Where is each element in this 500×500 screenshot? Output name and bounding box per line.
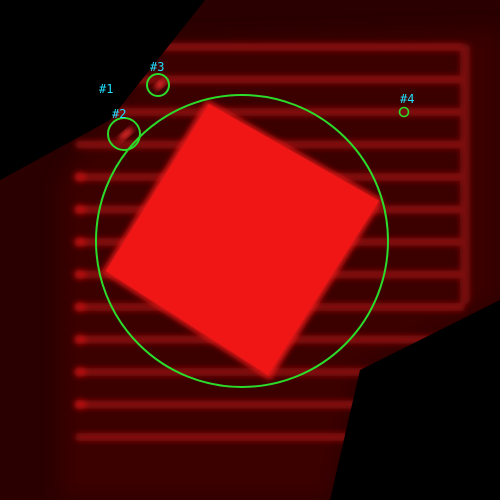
electrode-tip — [74, 237, 86, 247]
marker-label-2: #2 — [112, 107, 126, 121]
marker-label-1: #1 — [99, 82, 113, 96]
marker-label-4: #4 — [400, 92, 414, 106]
electrode-tip — [74, 172, 86, 182]
electrode-tip — [74, 270, 86, 280]
electrode-tip — [74, 205, 86, 215]
electrode-tip — [74, 367, 86, 377]
marker-label-3: #3 — [150, 60, 164, 74]
electrode-tip — [74, 302, 86, 312]
electrode-tip — [74, 400, 86, 410]
electrode-tip — [74, 335, 86, 345]
electrode-connector — [460, 44, 470, 304]
